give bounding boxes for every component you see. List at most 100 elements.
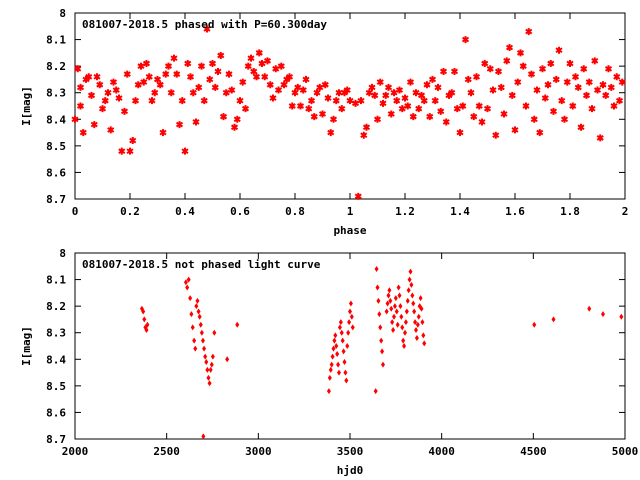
- phased-data-point: [401, 94, 409, 102]
- unphased-data-point: [327, 374, 332, 381]
- phased-data-point: [552, 75, 560, 83]
- unphased-data-point: [378, 324, 383, 331]
- phased-data-point: [593, 86, 602, 94]
- unphased-data-point: [551, 316, 556, 323]
- phased-data-point: [338, 105, 346, 113]
- phased-x-tick-label: 0.6: [230, 205, 250, 218]
- phased-data-point: [406, 78, 415, 86]
- unphased-data-point: [200, 337, 205, 344]
- unphased-data-point: [199, 329, 204, 336]
- phased-data-point: [134, 81, 142, 89]
- phased-data-point: [412, 89, 420, 97]
- phased-data-point: [472, 73, 481, 81]
- phased-data-point: [376, 78, 384, 86]
- phased-data-point: [76, 83, 85, 91]
- unphased-data-point: [407, 276, 412, 283]
- phased-data-point: [230, 123, 239, 131]
- phased-data-point: [360, 131, 368, 139]
- unphased-data-point: [204, 358, 209, 365]
- unphased-data-point: [415, 321, 420, 328]
- phased-data-point: [296, 102, 305, 110]
- unphased-chart-title: 081007-2018.5 not phased light curve: [82, 258, 321, 271]
- unphased-data-point: [337, 324, 342, 331]
- phased-data-point: [192, 118, 200, 126]
- phased-y-tick-label: 8.4: [46, 113, 66, 126]
- phased-data-point: [357, 97, 365, 105]
- phased-data-point: [316, 83, 324, 91]
- phased-data-point: [140, 78, 148, 86]
- phased-data-point: [318, 110, 327, 118]
- unphased-data-point: [408, 268, 413, 275]
- phased-data-point: [137, 62, 145, 70]
- phased-data-point: [195, 83, 203, 91]
- phased-data-point: [409, 113, 417, 121]
- phased-data-point: [489, 86, 497, 94]
- phased-data-point: [497, 83, 505, 91]
- unphased-data-point: [396, 284, 401, 291]
- unphased-x-tick-label: 4500: [520, 445, 547, 458]
- unphased-data-point: [142, 316, 147, 323]
- phased-data-point: [269, 94, 277, 102]
- phased-data-point: [525, 28, 533, 36]
- phased-data-point: [214, 67, 222, 75]
- unphased-data-point: [418, 295, 423, 302]
- phased-data-point: [492, 131, 500, 139]
- phased-data-point: [415, 105, 423, 113]
- unphased-y-tick-label: 8.3: [46, 327, 66, 340]
- phased-data-point: [327, 129, 335, 137]
- phased-data-point: [368, 83, 376, 91]
- unphased-y-tick-label: 8: [59, 247, 66, 260]
- phased-data-point: [258, 59, 266, 67]
- unphased-data-point: [399, 313, 404, 320]
- phased-x-tick-label: 0: [72, 205, 79, 218]
- phased-data-point: [508, 91, 516, 99]
- phased-data-point: [566, 59, 574, 67]
- unphased-y-tick-label: 8.4: [46, 353, 66, 366]
- phased-data-point: [186, 73, 195, 81]
- unphased-data-point: [347, 319, 352, 326]
- phased-data-point: [167, 89, 175, 97]
- unphased-data-point: [202, 345, 207, 352]
- phased-data-point: [233, 115, 241, 123]
- unphased-data-point: [384, 308, 389, 315]
- phased-data-point: [274, 86, 283, 94]
- unphased-data-point: [328, 366, 333, 373]
- unphased-data-point: [414, 327, 418, 334]
- phased-data-point: [610, 102, 618, 110]
- phased-y-tick-label: 8.3: [46, 87, 66, 100]
- unphased-data-point: [225, 356, 230, 363]
- phased-data-point: [442, 118, 450, 126]
- phased-data-point: [503, 57, 511, 65]
- phased-data-point: [549, 107, 558, 115]
- phased-data-point: [170, 54, 178, 62]
- phased-data-point: [277, 62, 285, 70]
- unphased-data-point: [334, 343, 339, 349]
- phased-data-point: [379, 99, 387, 107]
- unphased-data-point: [144, 327, 149, 334]
- phased-data-point: [516, 49, 525, 57]
- phased-data-point: [439, 67, 448, 75]
- unphased-data-point: [391, 327, 396, 334]
- phased-data-point: [511, 126, 519, 134]
- unphased-data-point: [414, 335, 419, 342]
- unphased-data-point: [401, 337, 406, 344]
- phased-data-point: [131, 97, 140, 105]
- phased-data-point: [456, 129, 464, 137]
- phased-data-point: [398, 105, 406, 113]
- unphased-data-point: [201, 433, 206, 440]
- unphased-axis-ticks: [74, 252, 626, 440]
- phased-data-point: [351, 99, 360, 107]
- unphased-data-point: [402, 343, 407, 349]
- unphased-data-point: [340, 337, 345, 344]
- phased-data-point: [159, 129, 167, 137]
- phased-y-tick-labels: 8 8.1 8.2 8.3 8.4 8.5 8.6 8.7: [46, 7, 66, 206]
- phased-data-point: [580, 65, 588, 73]
- unphased-data-point: [601, 311, 605, 318]
- unphased-data-point: [410, 292, 415, 299]
- phased-x-tick-label: 2: [622, 205, 629, 218]
- phased-data-point: [96, 81, 104, 89]
- unphased-data-point: [194, 303, 199, 310]
- unphased-y-tick-label: 8.5: [46, 380, 66, 393]
- phased-data-point: [104, 89, 112, 97]
